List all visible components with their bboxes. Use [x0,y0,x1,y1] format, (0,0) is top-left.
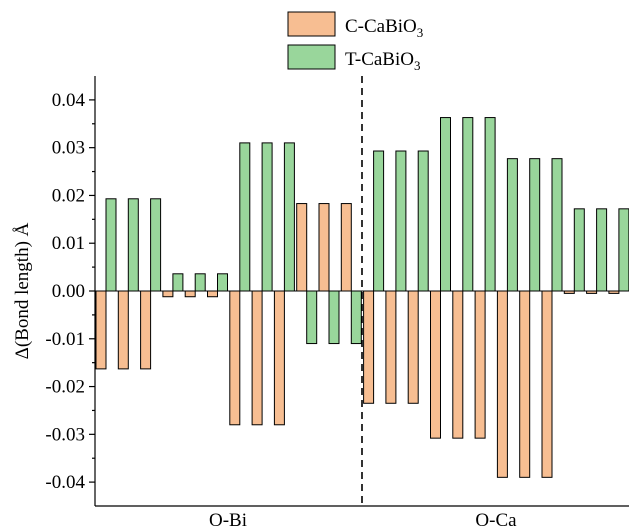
y-ticks: -0.04 -0.03 -0.02 -0.01 0.00 0.01 0.02 0.03 0.04 [45,90,95,493]
y-tick-label: 0.04 [52,90,86,111]
legend-label-t-cabio3: T-CaBiO3 [345,49,420,73]
y-tick-label: 0.03 [52,138,85,159]
bar-t-cabio3 [373,150,385,292]
bar-t-cabio3 [150,198,162,292]
bar-c-cabio3 [162,290,174,298]
bar-c-cabio3 [452,290,464,439]
bar-t-cabio3 [239,142,251,292]
y-axis-title: Δ(Bond length) Å [12,222,33,359]
bar-c-cabio3 [407,290,419,404]
group-label-o-ca: O-Ca [475,510,517,529]
bar-c-cabio3 [474,290,486,439]
bar-t-cabio3 [105,198,117,292]
bar-t-cabio3 [596,208,608,292]
bar-c-cabio3 [296,203,308,292]
bar-c-cabio3 [519,290,531,478]
bar-c-cabio3 [496,290,508,478]
y-tick-label: 0.02 [52,185,85,206]
bar-t-cabio3 [261,142,273,292]
bar-t-cabio3 [172,273,184,292]
bar-c-cabio3 [430,290,441,439]
legend-label-c-cabio3: C-CaBiO3 [345,16,423,40]
bar-t-cabio3 [350,290,362,345]
bar-t-cabio3 [328,290,340,345]
bar-t-cabio3 [440,117,451,292]
bar-t-cabio3 [484,117,496,292]
bar-c-cabio3 [340,203,352,292]
bar-t-cabio3 [506,158,518,292]
bar-t-cabio3 [618,208,629,292]
bar-c-cabio3 [363,290,375,404]
bar-c-cabio3 [117,290,129,370]
bar-t-cabio3 [217,273,228,292]
legend-swatch-t-cabio3 [287,44,336,70]
bar-c-cabio3 [541,290,553,478]
legend: C-CaBiO3 T-CaBiO3 [287,11,423,73]
bar-c-cabio3 [140,290,152,370]
y-tick-label: -0.01 [45,329,85,350]
y-tick-label: -0.02 [45,377,85,398]
bar-c-cabio3 [95,290,107,370]
y-tick-label: -0.03 [45,424,85,445]
bar-c-cabio3 [251,290,263,426]
y-tick-label: 0.00 [52,281,85,302]
bar-c-cabio3 [273,290,285,426]
bar-t-cabio3 [194,273,206,292]
bar-t-cabio3 [306,290,318,345]
group-label-o-bi: O-Bi [209,510,247,529]
bars [95,117,629,478]
bar-c-cabio3 [184,290,196,298]
bar-t-cabio3 [551,158,563,292]
bar-t-cabio3 [283,142,295,292]
bar-t-cabio3 [127,198,139,292]
bar-c-cabio3 [207,290,218,298]
bar-c-cabio3 [385,290,397,404]
y-tick-label: 0.01 [52,233,85,254]
bar-t-cabio3 [462,117,474,292]
y-tick-label: -0.04 [45,472,85,493]
bar-t-cabio3 [395,150,407,292]
legend-swatch-c-cabio3 [287,11,336,37]
bar-t-cabio3 [529,158,541,292]
bar-c-cabio3 [318,203,330,292]
bar-t-cabio3 [417,150,429,292]
bar-c-cabio3 [229,290,241,426]
bar-t-cabio3 [573,208,585,292]
